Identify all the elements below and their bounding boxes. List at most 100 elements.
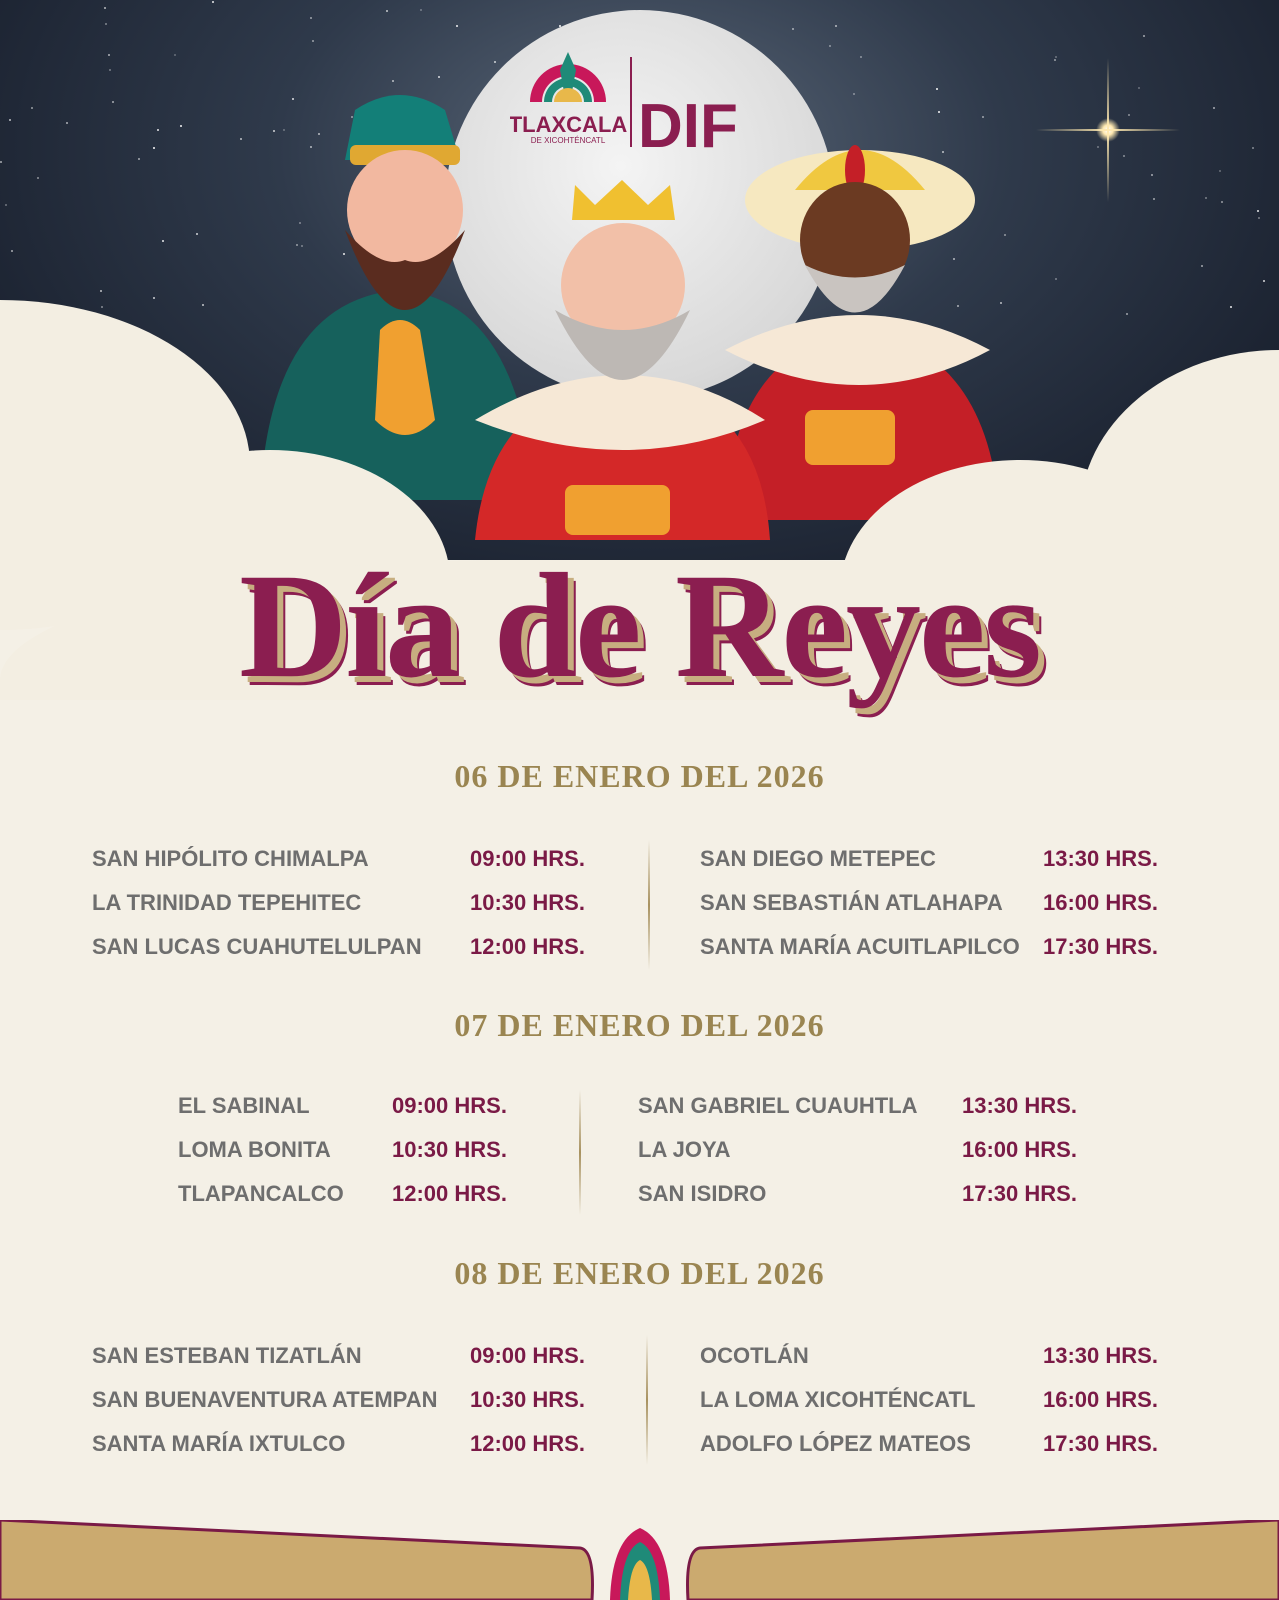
star [494, 60, 496, 63]
star [240, 138, 243, 141]
event-time: 12:00 HRS. [392, 1181, 507, 1206]
star [350, 116, 353, 119]
star [108, 53, 110, 56]
cream-panel [0, 700, 1279, 1600]
star [938, 111, 941, 114]
place-name: SAN SEBASTIÁN ATLAHAPA [700, 890, 1003, 915]
place-name: EL SABINAL [178, 1093, 310, 1118]
three-kings-illustration [260, 95, 1000, 540]
star [1122, 155, 1125, 158]
star [152, 296, 155, 299]
event-time: 17:30 HRS. [1043, 934, 1158, 959]
star [309, 16, 312, 19]
place-name: LOMA BONITA [178, 1137, 331, 1162]
event-time: 12:00 HRS. [470, 934, 585, 959]
event-time: 17:30 HRS. [1043, 1431, 1158, 1456]
star [196, 233, 199, 236]
place-name: SAN ISIDRO [638, 1181, 767, 1206]
star [1218, 169, 1221, 172]
star [853, 92, 856, 95]
event-time: 13:30 HRS. [962, 1093, 1077, 1118]
place-name: TLAPANCALCO [178, 1181, 344, 1206]
star [392, 80, 395, 83]
star [1126, 312, 1129, 315]
star [103, 6, 106, 9]
star [212, 0, 215, 3]
page-title: Día de Reyes [239, 543, 1042, 709]
event-time: 10:30 HRS. [392, 1137, 507, 1162]
svg-text:TLAXCALA: TLAXCALA [510, 112, 627, 137]
star [298, 221, 301, 224]
star [1263, 279, 1266, 282]
star [981, 116, 984, 119]
star [343, 252, 346, 255]
event-time: 10:30 HRS. [470, 890, 585, 915]
column-divider [579, 1090, 581, 1215]
star [957, 305, 960, 308]
place-name: LA LOMA XICOHTÉNCATL [700, 1387, 976, 1412]
star [438, 76, 441, 79]
place-name: SAN DIEGO METEPEC [700, 846, 936, 871]
event-time: 16:00 HRS. [1043, 890, 1158, 915]
star [386, 9, 389, 12]
place-name: SAN ESTEBAN TIZATLÁN [92, 1343, 362, 1368]
star [173, 54, 176, 57]
star [1143, 34, 1146, 37]
event-time: 09:00 HRS. [470, 846, 585, 871]
star [283, 128, 286, 131]
event-time: 17:30 HRS. [962, 1181, 1077, 1206]
tlaxcala-dif-logo: TLAXCALA DE XICOHTÉNCATL DIF [510, 52, 738, 157]
schedule-date: 08 DE ENERO DEL 2026 [454, 1255, 825, 1291]
event-time: 09:00 HRS. [470, 1343, 585, 1368]
star [1054, 58, 1057, 61]
star [300, 245, 303, 248]
star [941, 150, 944, 153]
star [1152, 197, 1155, 200]
place-name: LA JOYA [638, 1137, 731, 1162]
star [1150, 174, 1153, 177]
svg-text:DIF: DIF [638, 92, 738, 157]
star [1257, 217, 1260, 220]
star [10, 249, 13, 252]
star [834, 25, 837, 28]
star [109, 69, 112, 72]
star [101, 305, 104, 308]
column-divider [646, 1335, 648, 1465]
star [309, 146, 312, 149]
star [153, 146, 156, 149]
star [179, 124, 182, 127]
place-name: ADOLFO LÓPEZ MATEOS [700, 1431, 971, 1456]
star [792, 28, 795, 31]
star [273, 129, 276, 132]
star [30, 106, 33, 109]
schedule-date: 07 DE ENERO DEL 2026 [454, 1007, 825, 1043]
star [1251, 147, 1254, 150]
place-name: SAN HIPÓLITO CHIMALPA [92, 846, 369, 871]
star [1097, 145, 1100, 148]
star [1213, 107, 1216, 110]
place-name: OCOTLÁN [700, 1343, 809, 1368]
star [1221, 201, 1224, 204]
star [105, 22, 108, 25]
event-time: 13:30 HRS. [1043, 846, 1158, 871]
shining-star [1036, 58, 1180, 202]
star [112, 100, 115, 103]
star [138, 157, 141, 160]
event-time: 16:00 HRS. [962, 1137, 1077, 1162]
star [292, 97, 295, 100]
star [1201, 264, 1204, 267]
star [936, 88, 939, 91]
event-time: 10:30 HRS. [470, 1387, 585, 1412]
star [311, 40, 314, 43]
star [419, 9, 422, 12]
place-name: SANTA MARÍA ACUITLAPILCO [700, 934, 1020, 959]
schedule-date: 06 DE ENERO DEL 2026 [454, 758, 825, 794]
footer-decoration [0, 1520, 1279, 1600]
star [456, 25, 459, 28]
star [1055, 278, 1058, 281]
star [0, 160, 3, 163]
star [36, 177, 39, 180]
star [8, 118, 11, 121]
star [1138, 87, 1141, 90]
star [1257, 209, 1260, 212]
